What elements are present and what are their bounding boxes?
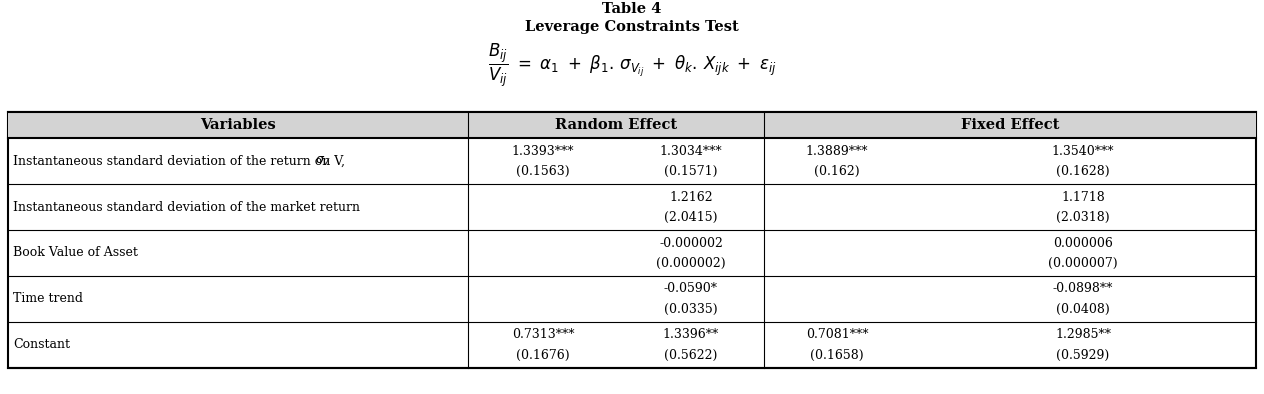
- Text: (0.5929): (0.5929): [1057, 349, 1110, 362]
- Text: (0.000007): (0.000007): [1048, 256, 1117, 269]
- Text: 1.3034***: 1.3034***: [660, 145, 722, 158]
- Text: (0.1563): (0.1563): [516, 165, 570, 178]
- Text: (0.5622): (0.5622): [665, 349, 718, 362]
- Text: -0.0590*: -0.0590*: [664, 282, 718, 296]
- Text: (0.162): (0.162): [814, 165, 860, 178]
- Text: 1.1718: 1.1718: [1060, 191, 1105, 203]
- Text: 0.7313***: 0.7313***: [512, 329, 574, 342]
- Text: (0.0408): (0.0408): [1057, 303, 1110, 316]
- Text: (0.1676): (0.1676): [516, 349, 570, 362]
- Text: $\sigma_V$: $\sigma_V$: [315, 154, 331, 167]
- Text: (2.0415): (2.0415): [665, 210, 718, 223]
- Text: Random Effect: Random Effect: [555, 118, 678, 132]
- Text: -0.0898**: -0.0898**: [1053, 282, 1114, 296]
- Bar: [8, 112, 1256, 368]
- Bar: [8, 112, 1256, 138]
- Text: (0.000002): (0.000002): [656, 256, 726, 269]
- Text: 1.2985**: 1.2985**: [1055, 329, 1111, 342]
- Text: Instantaneous standard deviation of the market return: Instantaneous standard deviation of the …: [13, 201, 360, 214]
- Text: (0.1571): (0.1571): [665, 165, 718, 178]
- Text: Fixed Effect: Fixed Effect: [961, 118, 1059, 132]
- Text: 1.3393***: 1.3393***: [512, 145, 574, 158]
- Text: Instantaneous standard deviation of the return on V,: Instantaneous standard deviation of the …: [13, 154, 349, 167]
- Text: 1.3540***: 1.3540***: [1052, 145, 1115, 158]
- Text: Leverage Constraints Test: Leverage Constraints Test: [525, 20, 739, 34]
- Text: (0.1628): (0.1628): [1057, 165, 1110, 178]
- Text: Table 4: Table 4: [603, 2, 661, 16]
- Text: (2.0318): (2.0318): [1057, 210, 1110, 223]
- Text: Variables: Variables: [200, 118, 276, 132]
- Text: 0.7081***: 0.7081***: [805, 329, 868, 342]
- Text: (0.0335): (0.0335): [664, 303, 718, 316]
- Text: 1.3396**: 1.3396**: [662, 329, 719, 342]
- Text: (0.1658): (0.1658): [810, 349, 863, 362]
- Text: 1.2162: 1.2162: [669, 191, 713, 203]
- Text: $\dfrac{B_{ij}}{V_{ij}}$$\ =\ \alpha_1\ +\ \beta_1.\,\sigma_{V_{ij}}\ +\ \theta_: $\dfrac{B_{ij}}{V_{ij}}$$\ =\ \alpha_1\ …: [488, 42, 776, 89]
- Text: 0.000006: 0.000006: [1053, 236, 1112, 249]
- Text: Constant: Constant: [13, 338, 70, 351]
- Text: Book Value of Asset: Book Value of Asset: [13, 247, 138, 260]
- Text: -0.000002: -0.000002: [659, 236, 723, 249]
- Text: Time trend: Time trend: [13, 292, 83, 305]
- Text: 1.3889***: 1.3889***: [805, 145, 868, 158]
